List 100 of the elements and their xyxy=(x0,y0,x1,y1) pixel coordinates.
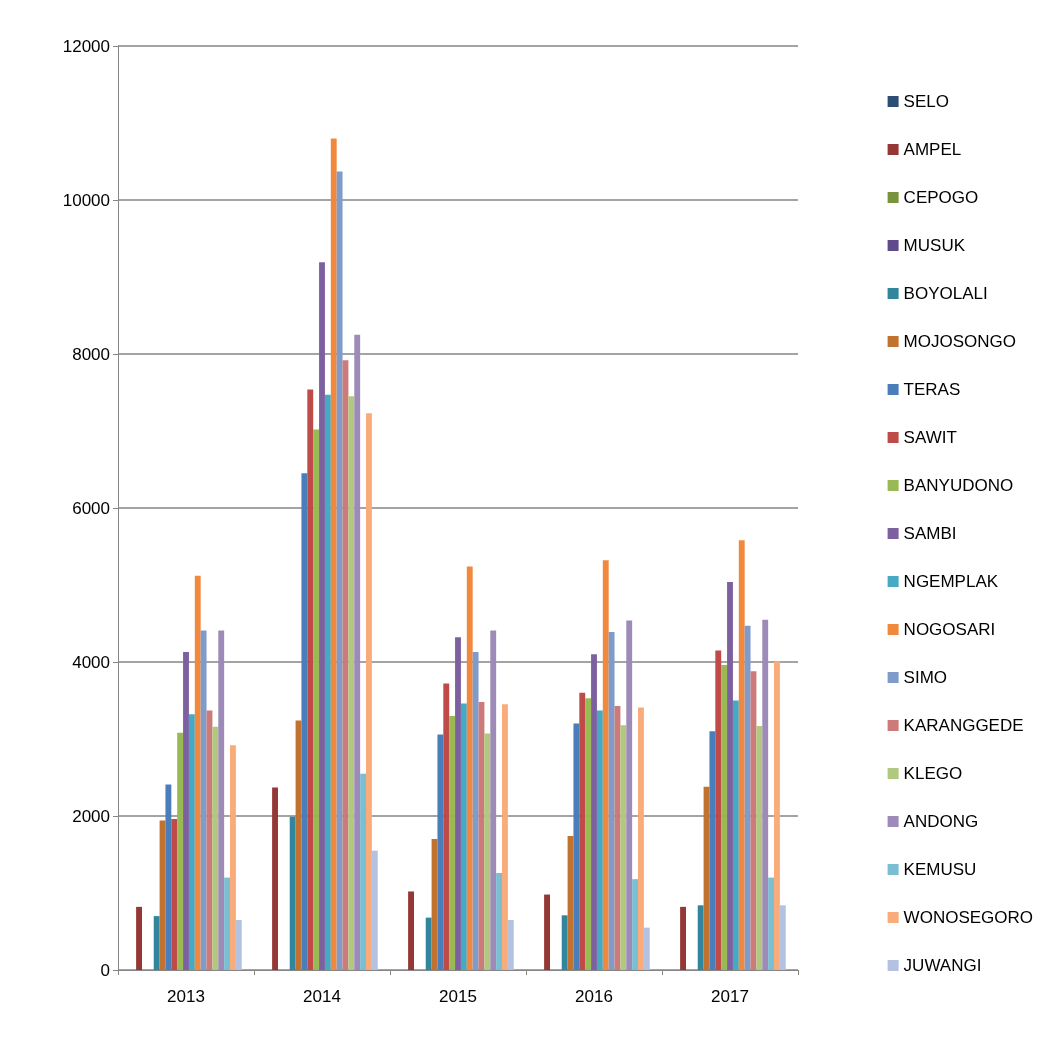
bar xyxy=(330,138,337,970)
legend-label: ANDONG xyxy=(903,812,979,831)
legend-label: NOGOSARI xyxy=(903,620,996,639)
bar xyxy=(366,413,372,970)
x-tick-label: 2015 xyxy=(439,987,477,1006)
legend-label: BANYUDONO xyxy=(903,476,1014,495)
bar xyxy=(165,784,172,970)
legend-label: CEPOGO xyxy=(903,188,979,207)
bar xyxy=(756,725,763,970)
bar xyxy=(484,733,491,970)
y-tick-label: 2000 xyxy=(72,806,110,826)
y-tick-label: 10000 xyxy=(62,190,110,210)
legend-label: KARANGGEDE xyxy=(903,716,1024,735)
bar xyxy=(620,725,627,970)
bar xyxy=(472,651,479,970)
legend-label: MUSUK xyxy=(903,236,966,255)
legend-label: NGEMPLAK xyxy=(903,572,999,591)
bar xyxy=(313,429,320,970)
bar xyxy=(779,905,786,970)
y-tick-label: 6000 xyxy=(72,498,110,518)
bar xyxy=(466,566,473,970)
bar xyxy=(437,734,444,970)
legend-label: KLEGO xyxy=(903,764,963,783)
y-tick-label: 12000 xyxy=(62,36,110,56)
bar xyxy=(460,703,467,970)
bar xyxy=(301,473,308,970)
bar xyxy=(455,637,461,970)
bar xyxy=(188,714,195,970)
bar xyxy=(496,872,503,970)
bar xyxy=(762,619,769,970)
bar xyxy=(585,698,592,970)
legend-label: JUWANGI xyxy=(903,956,982,975)
bar xyxy=(490,630,497,970)
bar xyxy=(591,654,597,970)
legend-label: TERAS xyxy=(903,380,961,399)
bar xyxy=(235,919,242,970)
bar xyxy=(727,581,733,970)
bar xyxy=(579,692,586,970)
bar xyxy=(602,560,609,970)
bar xyxy=(643,927,650,970)
bar xyxy=(348,396,355,970)
bar xyxy=(632,879,639,970)
bar xyxy=(336,171,343,970)
bar xyxy=(561,915,568,970)
bar xyxy=(354,334,361,970)
bar xyxy=(194,575,201,970)
bar xyxy=(449,715,456,970)
bar xyxy=(371,850,378,970)
bar xyxy=(738,540,745,970)
legend-label: AMPEL xyxy=(903,140,962,159)
x-tick-label: 2017 xyxy=(711,987,749,1006)
bar xyxy=(177,732,184,970)
bar xyxy=(768,877,775,970)
bar xyxy=(289,816,296,970)
bar xyxy=(544,894,550,970)
bar xyxy=(507,919,514,970)
y-tick-label: 8000 xyxy=(72,344,110,364)
bar xyxy=(744,625,751,970)
bar xyxy=(224,877,231,970)
bar xyxy=(218,630,225,970)
bar xyxy=(324,394,331,970)
bar xyxy=(502,704,508,970)
bar xyxy=(153,916,160,970)
bar xyxy=(212,726,219,970)
bar xyxy=(136,906,142,970)
legend-label: BOYOLALI xyxy=(903,284,988,303)
bar xyxy=(680,906,686,970)
bar xyxy=(272,787,278,970)
bar xyxy=(697,905,704,970)
legend-label: MOJOSONGO xyxy=(903,332,1017,351)
bar xyxy=(408,891,414,970)
bar xyxy=(319,262,325,970)
bar xyxy=(626,620,633,970)
legend-label: KEMUSU xyxy=(903,860,977,879)
legend-label: SELO xyxy=(903,92,949,111)
y-tick-label: 4000 xyxy=(72,652,110,672)
bar xyxy=(443,683,450,970)
bar xyxy=(200,630,207,970)
bar xyxy=(709,731,716,970)
bar xyxy=(307,389,314,970)
bar xyxy=(721,665,728,970)
bar xyxy=(732,700,739,970)
bar xyxy=(596,710,603,970)
legend-label: SAWIT xyxy=(903,428,957,447)
bar xyxy=(608,631,615,970)
bar xyxy=(715,650,722,970)
bar xyxy=(171,819,178,970)
x-tick-label: 2016 xyxy=(575,987,613,1006)
bar xyxy=(183,651,189,970)
bar xyxy=(638,707,644,970)
legend-label: SAMBI xyxy=(903,524,957,543)
bar xyxy=(774,661,780,970)
bar xyxy=(360,773,367,970)
legend-label: SIMO xyxy=(903,668,948,687)
x-tick-label: 2013 xyxy=(167,987,205,1006)
legend-label: WONOSEGORO xyxy=(903,908,1034,927)
bar xyxy=(425,917,432,970)
bar xyxy=(573,723,580,970)
y-tick-label: 0 xyxy=(100,960,110,980)
x-tick-label: 2014 xyxy=(303,987,341,1006)
